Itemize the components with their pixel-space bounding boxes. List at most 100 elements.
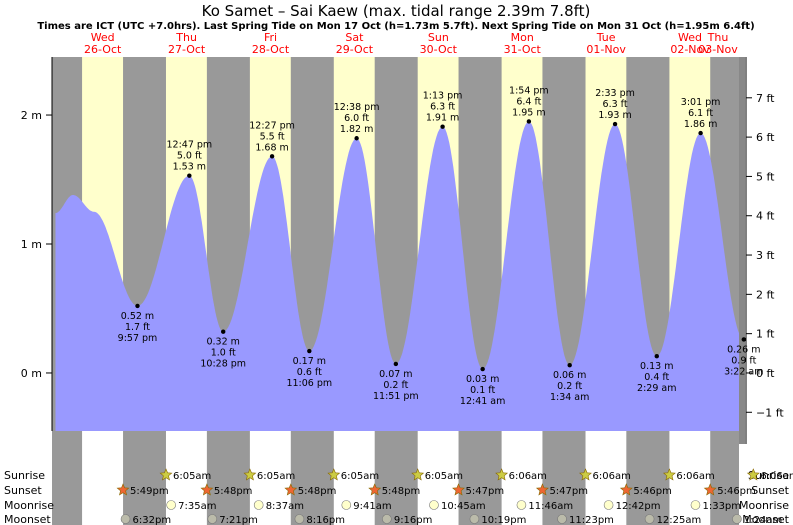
day-date-label: 01-Nov [586,43,626,56]
low-tide-ft-label: 0.2 ft [383,380,408,391]
sunset-icon [535,483,549,496]
sunset-time-label: 5:46pm [717,486,756,497]
moonrise-icon [341,500,352,510]
moonrise-icon [690,500,701,510]
moonset-icon [294,514,305,524]
night-band [374,57,418,525]
low-tide-m-label: 0.06 m [553,370,586,381]
day-date-label: 26-Oct [84,43,122,56]
day-name-label: Tue [596,31,616,44]
sunset-time-label: 5:49pm [130,486,169,497]
high-tide-m-label: 1.91 m [426,113,459,124]
high-tide-ft-label: 6.3 ft [430,102,455,113]
moonset-icon [557,514,567,524]
sunrise-icon [411,468,425,481]
moonset-time-label: 10:19pm [481,515,526,525]
moonrise-icon [516,500,527,510]
day-date-label: 27-Oct [168,43,206,56]
sunset-icon [703,483,717,496]
moonrise-time-label: 11:46am [528,501,573,512]
sunrise-time-label: 6:05am [257,471,295,482]
sunrise-time-label: 6:06am [676,471,714,482]
high-tide-time-label: 1:54 pm [509,85,549,96]
day-date-label: 31-Oct [504,43,542,56]
low-tide-time-label: 3:22 am [724,366,763,377]
day-name-label: Wed [678,31,702,44]
sunset-icon [284,483,298,496]
low-tide-time-label: 2:29 am [637,383,676,394]
moonrise-time-label: 8:37am [266,501,304,512]
moonset-time-label: 7:21pm [219,515,258,525]
moonset-time-label: 1:24am [744,515,782,525]
high-tide-marker [698,130,703,136]
sunset-icon [368,483,382,496]
low-tide-time-label: 9:57 pm [118,333,158,344]
sunset-row-label-right: Sunset [751,484,789,497]
low-tide-time-label: 1:34 am [550,392,589,403]
low-tide-marker [741,337,746,342]
sunrise-time-label: 6:05am [425,471,463,482]
sunrise-icon [327,468,341,481]
low-tide-ft-label: 0.9 ft [731,355,756,366]
moonrise-icon [429,500,439,510]
high-tide-m-label: 1.68 m [255,142,288,153]
high-tide-marker [269,154,275,159]
right-axis-tick-label: 4 ft [756,210,775,223]
moonset-time-label: 8:16pm [306,515,345,525]
right-axis-tick-label: 2 ft [756,288,775,301]
high-tide-m-label: 1.95 m [512,107,545,118]
low-tide-marker [654,354,659,359]
day-name-label: Sun [428,31,449,44]
sunset-icon [200,483,214,496]
high-tide-time-label: 1:13 pm [423,91,463,102]
low-tide-ft-label: 0.2 ft [557,381,582,392]
moonset-row-label-left: Moonset [4,513,51,525]
sunrise-icon [159,468,173,481]
sunset-time-label: 5:47pm [466,486,505,497]
low-tide-ft-label: 0.6 ft [297,367,322,378]
moonrise-row-label-right: Moonrise [739,499,789,512]
low-tide-marker [135,303,140,309]
sunrise-row-label-left: Sunrise [4,469,45,482]
sunrise-time-label: 6:06am [593,471,631,482]
right-scale-strip [739,57,745,444]
sunset-row-label-left: Sunset [4,484,42,497]
high-tide-marker [187,173,192,178]
high-tide-time-label: 12:47 pm [166,140,212,151]
right-axis-tick-label: 3 ft [756,249,775,262]
high-tide-time-label: 12:38 pm [334,102,380,113]
sunset-time-label: 5:47pm [549,486,588,497]
day-name-label: Thu [707,31,729,44]
sunset-time-label: 5:46pm [633,486,672,497]
sunrise-icon [746,468,760,481]
day-date-label: 28-Oct [252,43,290,56]
sunset-time-label: 5:48pm [214,486,253,497]
day-name-label: Sat [345,31,364,44]
day-name-label: Thu [175,31,197,44]
low-tide-m-label: 0.13 m [640,361,673,372]
moonrise-icon [253,500,264,510]
sunrise-time-label: 6:05am [341,471,379,482]
moonset-row-label-right: Moonset [742,513,789,525]
sunrise-row-label-right: Sunrise [748,469,789,482]
low-tide-m-label: 0.32 m [206,337,239,348]
sunset-time-label: 5:48pm [298,486,337,497]
sunrise-time-label: 6:06am [509,471,547,482]
high-tide-m-label: 1.82 m [340,124,373,135]
day-date-label: 29-Oct [336,43,374,56]
high-tide-marker [354,136,359,141]
moonrise-icon [166,500,176,510]
moonrise-icon [603,500,614,510]
chart-subtitle: Times are ICT (UTC +7.0hrs). Last Spring… [37,21,754,32]
moonset-time-label: 9:16pm [394,515,433,525]
high-tide-m-label: 1.53 m [173,162,206,173]
low-tide-marker [221,329,226,334]
low-tide-marker [393,361,399,367]
sunset-icon [452,483,465,496]
low-tide-ft-label: 0.1 ft [470,385,495,396]
right-axis-tick-label: 0 ft [756,367,775,380]
high-tide-time-label: 2:33 pm [595,88,635,99]
low-tide-m-label: 0.52 m [121,311,154,322]
moonrise-row-label-left: Moonrise [4,499,54,512]
